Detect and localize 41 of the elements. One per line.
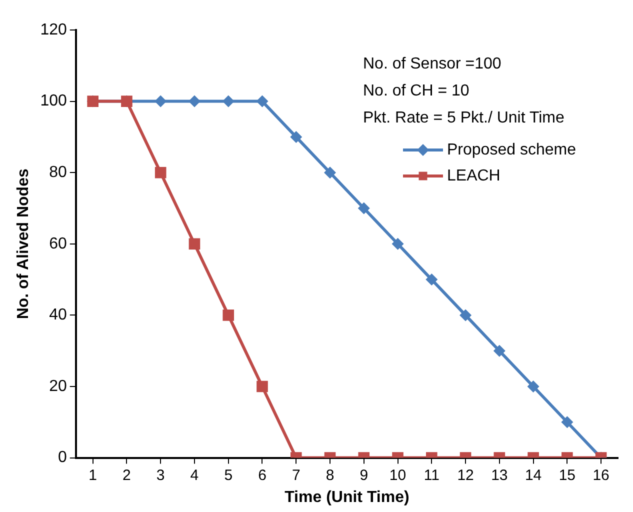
point <box>290 130 302 143</box>
point <box>256 95 268 108</box>
x-axis-title: Time (Unit Time) <box>284 488 410 506</box>
x-tick-label: 15 <box>558 466 576 484</box>
legend-label: Proposed scheme <box>447 141 576 158</box>
y-tick-label: 100 <box>40 92 67 110</box>
point <box>324 166 336 179</box>
x-tick-label: 8 <box>326 466 334 484</box>
legend-label: LEACH <box>447 167 500 184</box>
y-tick-label: 20 <box>49 378 67 395</box>
point <box>358 202 370 214</box>
y-tick-label: 40 <box>49 306 67 324</box>
x-tick-label: 5 <box>224 466 233 484</box>
x-tick-label: 14 <box>524 466 542 484</box>
annotation: No. of Sensor =100 <box>363 55 502 72</box>
x-tick-label: 10 <box>389 466 406 484</box>
x-tick-label: 11 <box>424 466 440 484</box>
x-tick-label: 4 <box>190 466 199 484</box>
y-axis-title: No. of Alived Nodes <box>15 168 32 320</box>
y-tick-label: 0 <box>58 449 67 466</box>
x-tick-label: 1 <box>88 466 98 484</box>
x-tick-label: 3 <box>156 466 165 484</box>
x-tick-label: 13 <box>491 466 508 484</box>
x-tick-label: 9 <box>360 466 368 484</box>
x-tick-label: 7 <box>292 466 300 484</box>
point <box>188 95 200 108</box>
point <box>188 238 200 250</box>
y-tick-label: 120 <box>40 21 67 38</box>
point <box>154 95 167 108</box>
annotation: Pkt. Rate = 5 Pkt./ Unit Time <box>363 109 565 126</box>
x-tick-label: 12 <box>457 466 474 484</box>
x-tick-label: 2 <box>122 466 131 484</box>
y-tick-label: 60 <box>49 235 67 252</box>
point <box>392 238 404 250</box>
point <box>222 95 234 108</box>
x-tick-label: 16 <box>592 466 610 484</box>
x-tick-label: 6 <box>258 466 266 484</box>
point <box>154 166 166 178</box>
y-tick-label: 80 <box>49 164 67 182</box>
point <box>426 274 438 286</box>
annotation: No. of CH = 10 <box>363 82 470 100</box>
